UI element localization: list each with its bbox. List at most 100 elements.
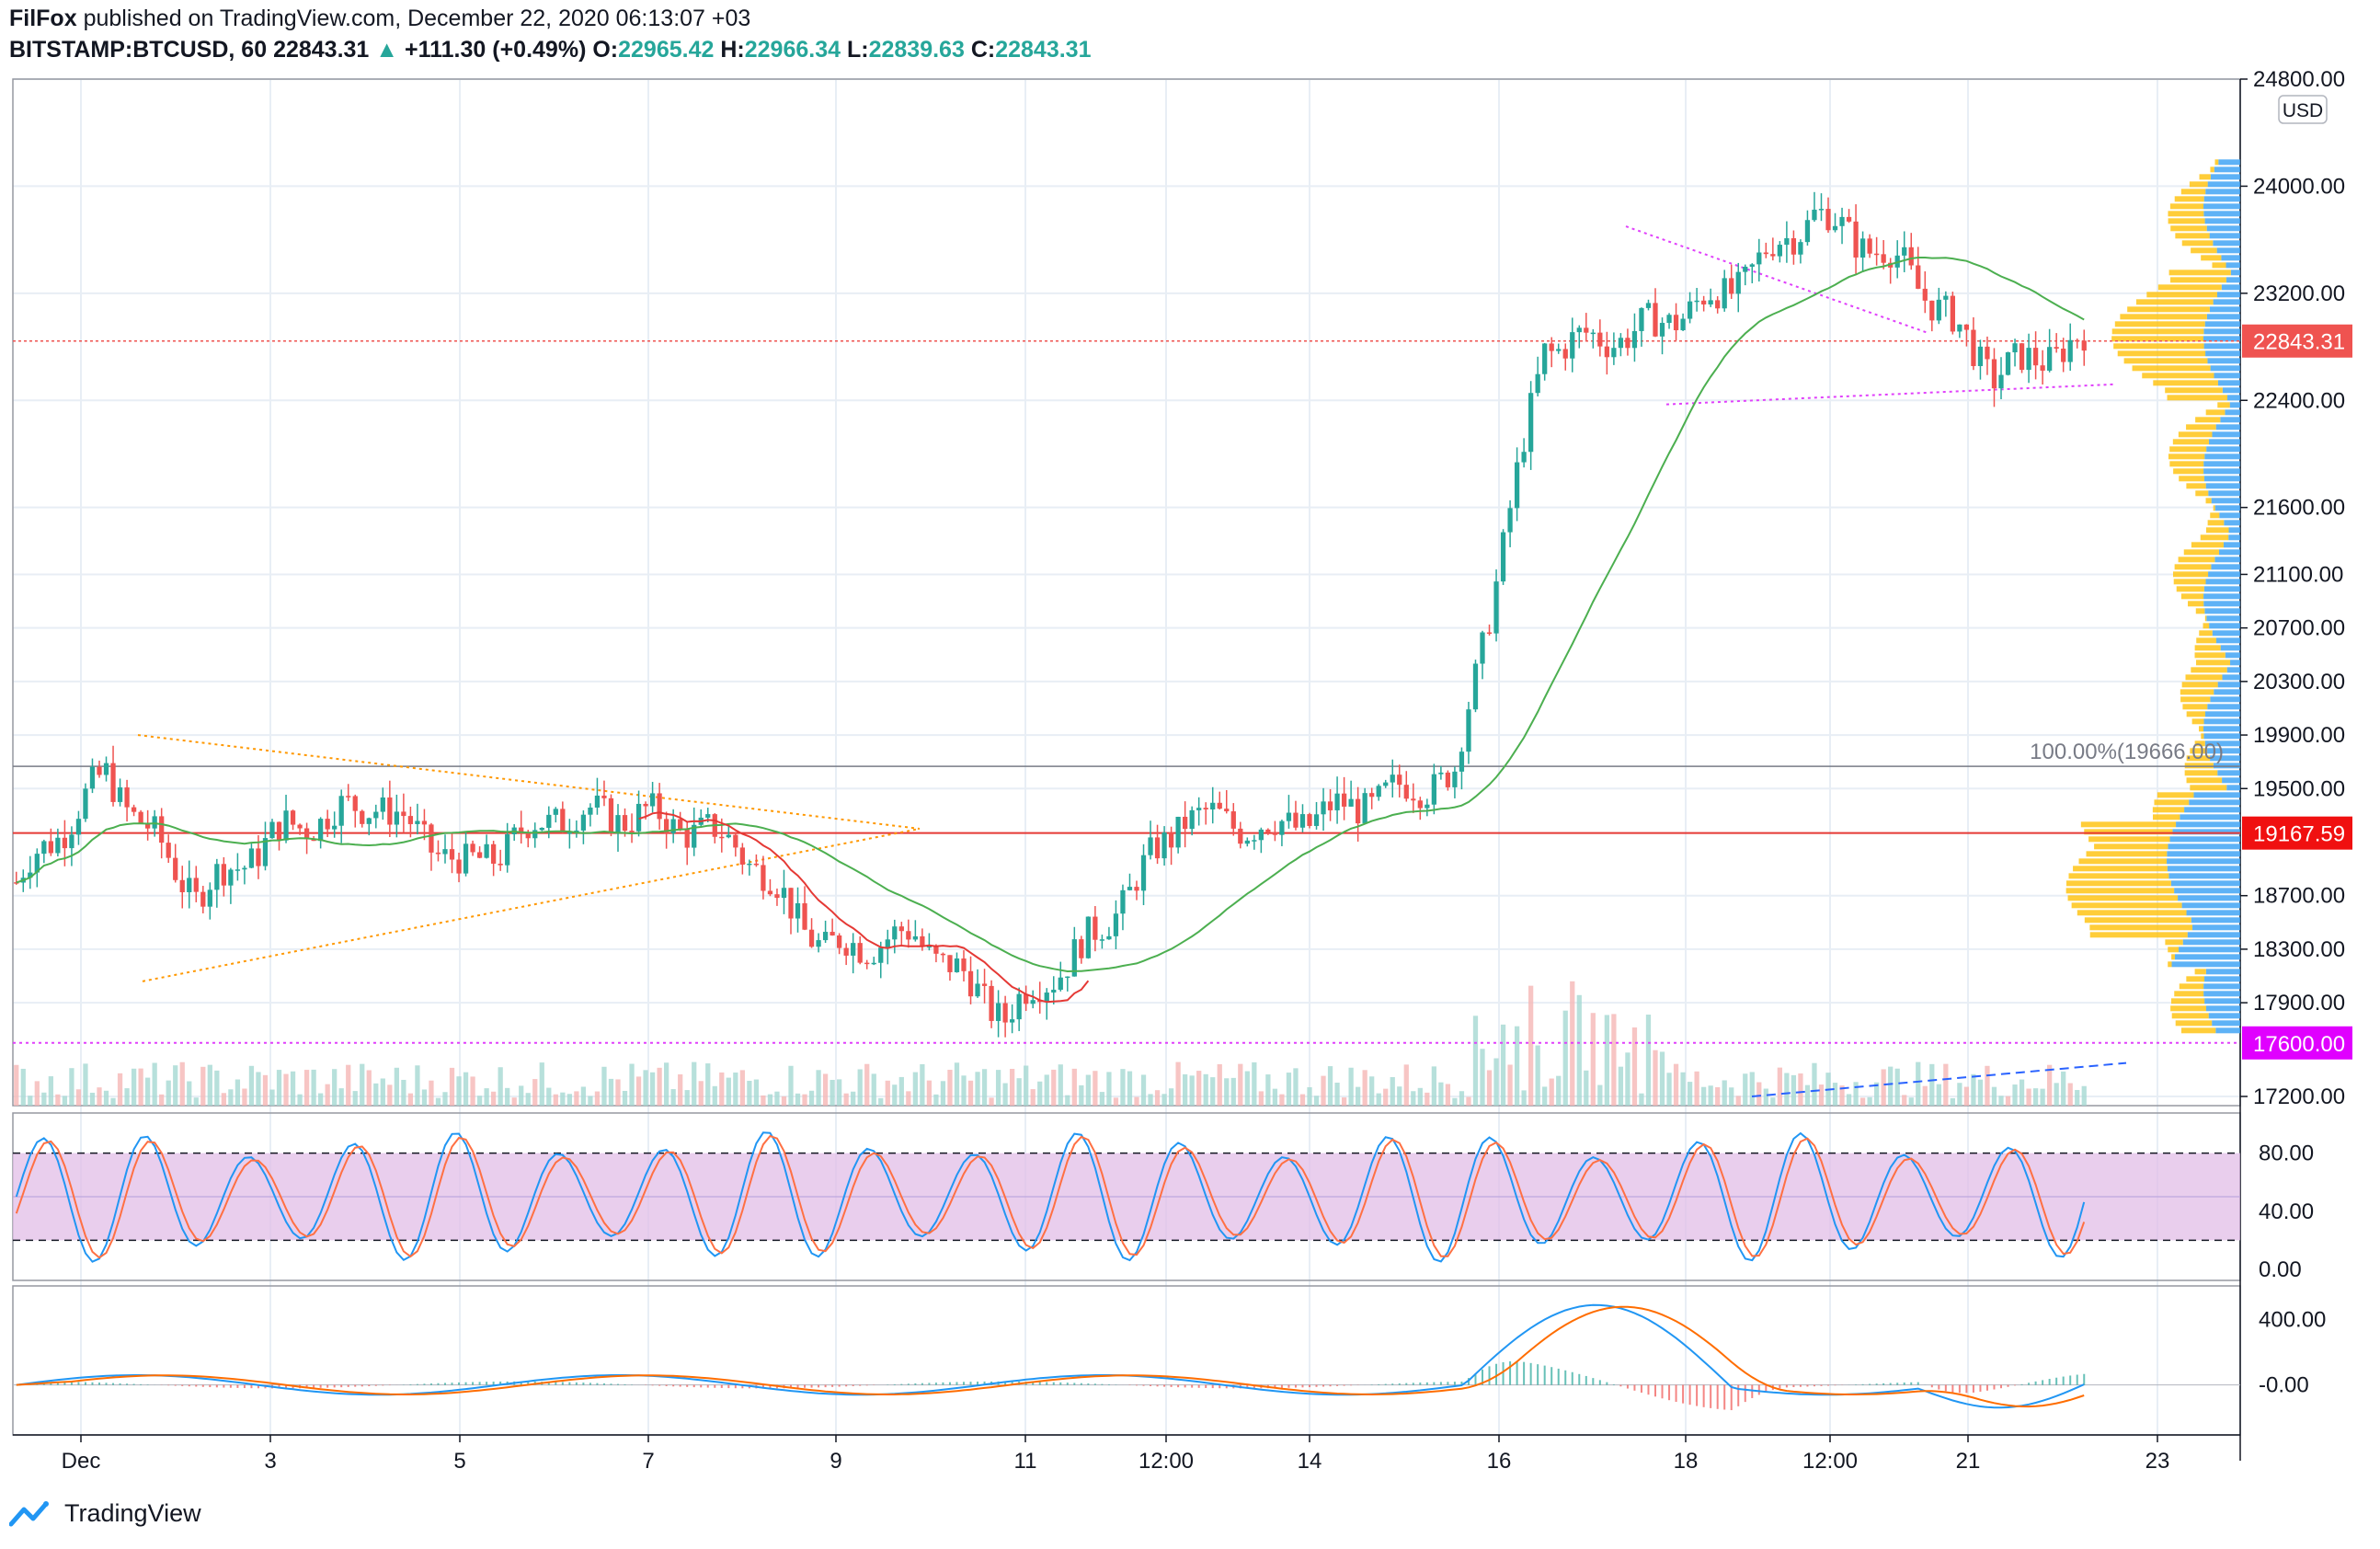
vp-bar-down bbox=[2210, 512, 2220, 519]
candle-body bbox=[1763, 252, 1768, 255]
candle-body bbox=[1735, 271, 1741, 294]
candle-body bbox=[1431, 774, 1436, 805]
macd-histogram-bar bbox=[84, 1382, 86, 1385]
volume-bar bbox=[1459, 1091, 1465, 1106]
volume-bar bbox=[1756, 1082, 1762, 1106]
volume-bar bbox=[463, 1072, 469, 1106]
volume-bar bbox=[1784, 1073, 1790, 1106]
volume-bar bbox=[1161, 1094, 1167, 1106]
volume-bar bbox=[435, 1097, 441, 1106]
macd-histogram-bar bbox=[464, 1382, 467, 1385]
volume-bar bbox=[553, 1094, 558, 1106]
candle-body bbox=[830, 932, 835, 935]
stoch-d-line bbox=[15, 1134, 2086, 1259]
volume-bar bbox=[429, 1080, 434, 1106]
candle-body bbox=[1902, 247, 1907, 256]
volume-bar bbox=[1929, 1063, 1935, 1106]
vp-bar-down bbox=[2191, 247, 2217, 254]
macd-histogram-bar bbox=[91, 1382, 94, 1385]
vp-bar-up bbox=[2203, 343, 2240, 350]
candle-body bbox=[802, 903, 807, 930]
volume-bar bbox=[1812, 1062, 1817, 1106]
volume-bar bbox=[1853, 1082, 1859, 1106]
macd-histogram-bar bbox=[1170, 1384, 1173, 1387]
macd-histogram-bar bbox=[624, 1383, 626, 1385]
vp-bar-up bbox=[2217, 682, 2240, 688]
candle-body bbox=[1770, 254, 1776, 257]
vp-bar-down bbox=[2174, 564, 2212, 570]
macd-histogram-bar bbox=[382, 1384, 384, 1386]
candle-body bbox=[767, 890, 773, 895]
candle-body bbox=[733, 834, 738, 848]
volume-bar bbox=[1383, 1088, 1389, 1106]
volume-bar bbox=[380, 1078, 385, 1106]
candle-body bbox=[1334, 793, 1340, 810]
macd-histogram-bar bbox=[2014, 1384, 2017, 1386]
publisher-name[interactable]: FilFox bbox=[9, 6, 77, 31]
macd-histogram-bar bbox=[105, 1383, 108, 1385]
macd-histogram-bar bbox=[865, 1384, 868, 1386]
candle-body bbox=[1362, 793, 1367, 824]
macd-histogram-bar bbox=[1066, 1383, 1069, 1385]
macd-histogram-bar bbox=[1509, 1360, 1512, 1385]
macd-histogram-bar bbox=[1675, 1384, 1677, 1402]
candle-body bbox=[242, 867, 247, 870]
vp-bar-up bbox=[2204, 608, 2240, 614]
vp-bar-down bbox=[2117, 350, 2206, 357]
volume-bar bbox=[643, 1070, 648, 1106]
candle-body bbox=[1570, 332, 1575, 359]
candle-body bbox=[1916, 265, 1921, 289]
macd-histogram-bar bbox=[1460, 1382, 1463, 1385]
volume-bar bbox=[1950, 1097, 1955, 1106]
macd-histogram-bar bbox=[1425, 1382, 1428, 1385]
volume-bar bbox=[1217, 1063, 1222, 1106]
volume-bar bbox=[767, 1094, 773, 1106]
macd-histogram-bar bbox=[1779, 1384, 1781, 1389]
volume-bar bbox=[1514, 1026, 1520, 1106]
candle-body bbox=[325, 819, 330, 830]
candle-body bbox=[1341, 793, 1347, 807]
macd-histogram-bar bbox=[790, 1384, 792, 1389]
volume-bar bbox=[387, 1084, 393, 1106]
candle-body bbox=[276, 821, 282, 841]
time-tick-label: 14 bbox=[1298, 1449, 1322, 1474]
symbol-name[interactable]: BITSTAMP:BTCUSD, 60 bbox=[9, 37, 268, 63]
vp-bar-down bbox=[2205, 527, 2229, 534]
macd-histogram-bar bbox=[1336, 1384, 1339, 1386]
vp-bar-down bbox=[2089, 924, 2192, 931]
candle-body bbox=[1859, 238, 1866, 258]
volume-bar bbox=[816, 1070, 821, 1106]
volume-bar bbox=[546, 1087, 552, 1106]
volume-bar bbox=[256, 1072, 261, 1106]
macd-histogram-bar bbox=[596, 1383, 599, 1385]
macd-histogram-bar bbox=[824, 1384, 827, 1388]
candle-body bbox=[352, 796, 358, 811]
footer-brand[interactable]: TradingView bbox=[9, 1499, 201, 1528]
macd-histogram-bar bbox=[1578, 1373, 1581, 1385]
volume-bar bbox=[933, 1094, 939, 1106]
candle-body bbox=[843, 947, 849, 956]
volume-bar bbox=[1798, 1073, 1803, 1106]
candle-body bbox=[1093, 916, 1098, 940]
volume-bar bbox=[276, 1070, 282, 1106]
volume-bar bbox=[1286, 1073, 1292, 1106]
volume-bar bbox=[311, 1069, 316, 1106]
candle-body bbox=[1466, 709, 1471, 752]
pane-frames bbox=[12, 78, 2241, 1461]
macd-histogram-bar bbox=[257, 1384, 259, 1389]
volume-bar bbox=[1099, 1092, 1105, 1106]
macd-histogram-bar bbox=[1502, 1361, 1505, 1385]
macd-histogram-bar bbox=[983, 1381, 986, 1385]
volume-bar bbox=[1535, 1045, 1540, 1106]
vp-bar-up bbox=[2226, 785, 2240, 791]
candle-body bbox=[1542, 343, 1548, 374]
vp-bar-down bbox=[2214, 159, 2219, 166]
vp-bar-down bbox=[2173, 579, 2206, 585]
volume-bar bbox=[1943, 1063, 1949, 1106]
vp-bar-down bbox=[2168, 947, 2180, 953]
vp-bar-down bbox=[2080, 821, 2177, 828]
candle-body bbox=[207, 889, 212, 907]
vp-bar-down bbox=[2170, 225, 2207, 232]
volume-bar bbox=[761, 1095, 766, 1106]
